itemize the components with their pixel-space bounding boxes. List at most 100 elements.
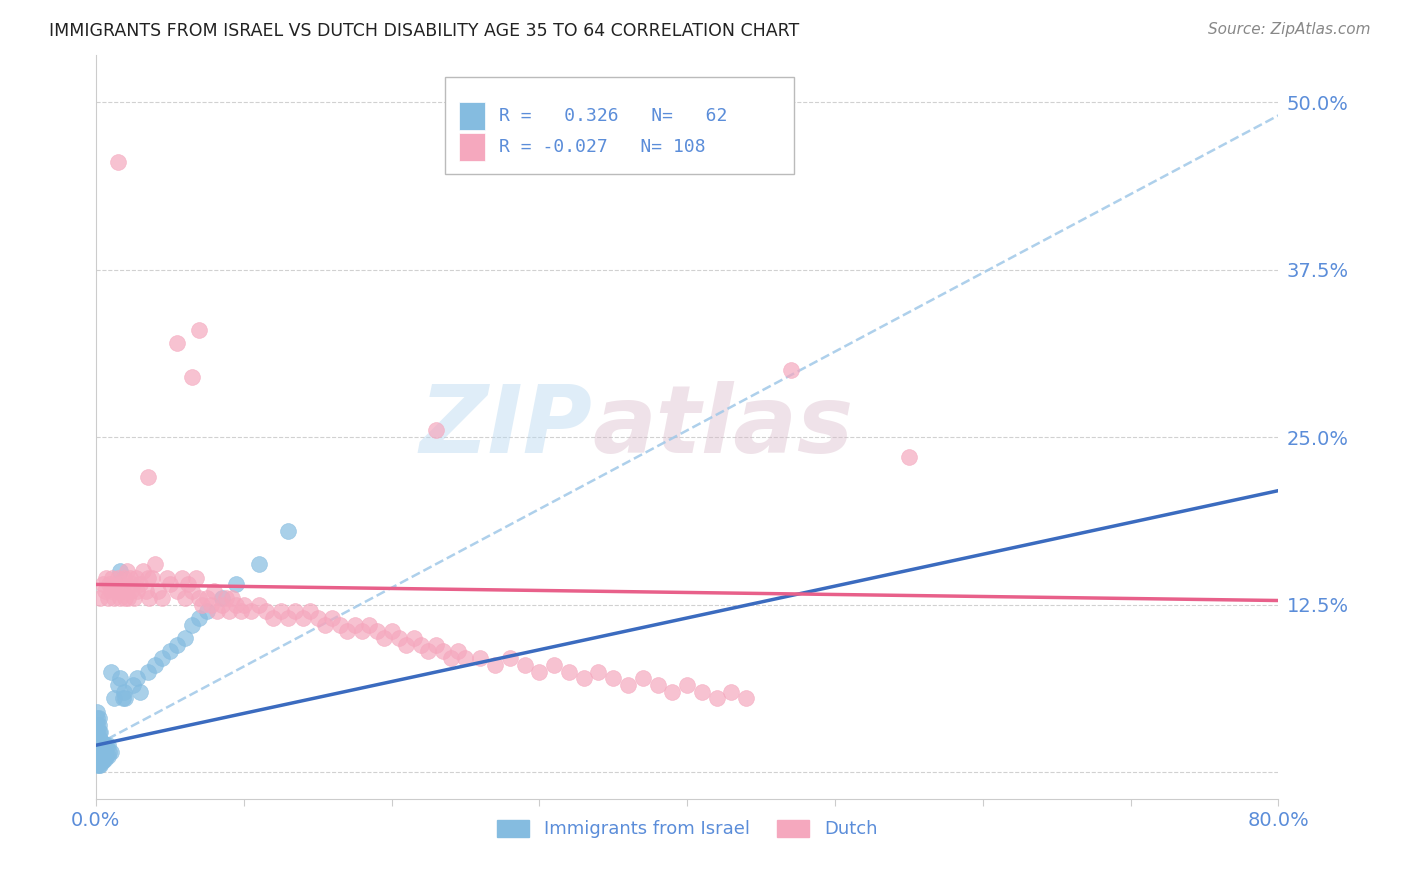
- Point: [380, 624, 402, 639]
- Point: [631, 671, 654, 685]
- Point: [141, 571, 163, 585]
- FancyBboxPatch shape: [458, 102, 485, 130]
- Point: [105, 584, 128, 599]
- Point: [89, 731, 111, 746]
- Point: [284, 604, 307, 618]
- Point: [87, 758, 110, 772]
- Point: [97, 748, 120, 763]
- Point: [409, 638, 432, 652]
- Point: [89, 738, 111, 752]
- Point: [100, 665, 122, 679]
- Point: [86, 731, 108, 746]
- Point: [188, 323, 211, 337]
- Point: [89, 724, 111, 739]
- Point: [96, 748, 118, 763]
- Point: [86, 751, 108, 765]
- Point: [418, 644, 440, 658]
- Point: [215, 591, 238, 605]
- Point: [602, 671, 624, 685]
- Point: [86, 705, 108, 719]
- Point: [395, 638, 418, 652]
- Point: [176, 577, 198, 591]
- Point: [136, 470, 159, 484]
- Point: [129, 577, 152, 591]
- Point: [86, 724, 108, 739]
- Point: [211, 591, 233, 605]
- Point: [120, 584, 142, 599]
- Point: [181, 584, 204, 599]
- Point: [152, 651, 174, 665]
- Point: [661, 684, 683, 698]
- Point: [104, 577, 127, 591]
- Point: [143, 657, 166, 672]
- Text: R =   0.326   N=   62: R = 0.326 N= 62: [499, 107, 727, 125]
- Point: [87, 751, 110, 765]
- Point: [146, 584, 169, 599]
- Point: [307, 611, 329, 625]
- Point: [221, 591, 243, 605]
- Point: [94, 740, 117, 755]
- Point: [122, 678, 145, 692]
- Point: [262, 611, 284, 625]
- Point: [647, 678, 669, 692]
- Legend: Immigrants from Israel, Dutch: Immigrants from Israel, Dutch: [489, 813, 884, 846]
- Point: [94, 584, 117, 599]
- Point: [779, 363, 801, 377]
- Point: [87, 711, 110, 725]
- Point: [706, 691, 728, 706]
- Point: [103, 591, 125, 605]
- Text: IMMIGRANTS FROM ISRAEL VS DUTCH DISABILITY AGE 35 TO 64 CORRELATION CHART: IMMIGRANTS FROM ISRAEL VS DUTCH DISABILI…: [49, 22, 800, 40]
- Point: [513, 657, 536, 672]
- Point: [97, 738, 120, 752]
- Point: [91, 735, 114, 749]
- Point: [484, 657, 506, 672]
- Point: [499, 651, 522, 665]
- Point: [440, 651, 463, 665]
- Point: [91, 745, 114, 759]
- Point: [366, 624, 388, 639]
- Point: [87, 718, 110, 732]
- Point: [588, 665, 610, 679]
- FancyBboxPatch shape: [444, 78, 793, 174]
- Point: [112, 684, 135, 698]
- Point: [156, 571, 179, 585]
- Point: [86, 718, 108, 732]
- Point: [454, 651, 477, 665]
- Point: [98, 577, 121, 591]
- Point: [89, 745, 111, 759]
- Point: [127, 671, 149, 685]
- Point: [425, 638, 447, 652]
- Point: [108, 671, 131, 685]
- Text: atlas: atlas: [592, 381, 853, 473]
- Point: [108, 591, 131, 605]
- Point: [90, 754, 112, 768]
- Point: [617, 678, 640, 692]
- Point: [89, 751, 111, 765]
- Point: [97, 591, 120, 605]
- Point: [114, 691, 136, 706]
- Point: [91, 754, 114, 768]
- Point: [111, 584, 134, 599]
- Point: [447, 644, 470, 658]
- Point: [321, 611, 343, 625]
- Point: [373, 631, 395, 645]
- Point: [191, 598, 214, 612]
- Point: [240, 604, 263, 618]
- Point: [676, 678, 699, 692]
- Point: [89, 758, 111, 772]
- Point: [225, 598, 247, 612]
- Point: [135, 584, 157, 599]
- Point: [125, 571, 148, 585]
- Point: [138, 591, 160, 605]
- Point: [359, 617, 381, 632]
- Point: [188, 611, 211, 625]
- Point: [336, 624, 359, 639]
- Point: [143, 558, 166, 572]
- Point: [188, 591, 211, 605]
- Point: [186, 571, 208, 585]
- Point: [299, 604, 322, 618]
- Point: [425, 423, 447, 437]
- Point: [86, 711, 108, 725]
- Point: [181, 369, 204, 384]
- Point: [350, 624, 373, 639]
